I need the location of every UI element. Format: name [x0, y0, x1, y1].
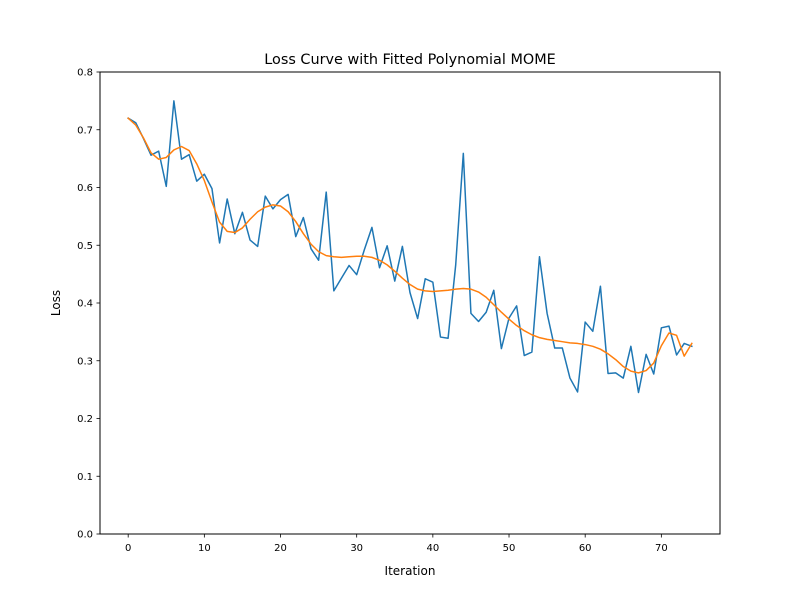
y-tick-label: 0.0	[77, 530, 93, 541]
y-tick-label: 0.6	[77, 183, 93, 194]
y-axis-label: Loss	[49, 290, 63, 316]
y-tick-label: 0.1	[77, 472, 93, 483]
y-tick-label: 0.4	[77, 299, 93, 310]
y-tick-label: 0.8	[77, 68, 93, 79]
series-line-2	[127, 117, 693, 374]
plot-area	[100, 72, 720, 534]
y-tick-label: 0.3	[77, 356, 93, 367]
y-tick-label: 0.5	[77, 241, 93, 252]
chart-title: Loss Curve with Fitted Polynomial MOME	[264, 52, 555, 68]
series-line-1	[127, 100, 693, 394]
y-tick-label: 0.2	[77, 414, 93, 425]
x-axis-ticks: 0 10 20 30 40 50 60 70	[125, 534, 668, 554]
x-axis-label: Iteration	[385, 564, 436, 578]
x-tick-label: 0	[125, 543, 131, 554]
x-tick-label: 60	[579, 543, 592, 554]
x-tick-label: 30	[350, 543, 363, 554]
x-tick-label: 70	[655, 543, 668, 554]
y-axis-ticks: 0.0 0.1 0.2 0.3 0.4 0.5 0.6 0.7 0.8	[77, 68, 100, 541]
x-tick-label: 10	[198, 543, 211, 554]
x-tick-label: 50	[503, 543, 516, 554]
series-layer	[127, 100, 693, 394]
y-tick-label: 0.7	[77, 125, 93, 136]
x-tick-label: 40	[426, 543, 439, 554]
plot-frame	[99, 71, 721, 535]
x-tick-label: 20	[274, 543, 287, 554]
